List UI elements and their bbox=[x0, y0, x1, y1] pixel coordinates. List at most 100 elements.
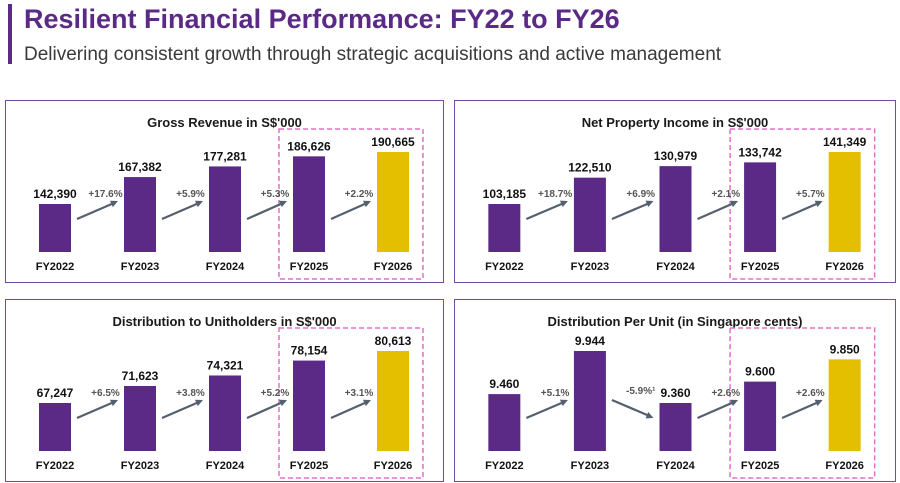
gross-revenue-panel: Gross Revenue in S$'000 142,390 FY2022 167… bbox=[5, 100, 444, 283]
bar-fy2022 bbox=[488, 204, 521, 252]
bar-fy2024 bbox=[209, 375, 241, 451]
panel-title: Net Property Income in S$'000 bbox=[581, 115, 769, 130]
growth-label: +17.6% bbox=[88, 189, 122, 200]
category-label: FY2023 bbox=[571, 261, 610, 273]
bar-fy2022 bbox=[488, 394, 521, 451]
bar-fy2025 bbox=[744, 381, 777, 451]
category-label: FY2022 bbox=[36, 261, 75, 273]
growth-arrow bbox=[76, 399, 118, 420]
growth-arrow bbox=[161, 399, 203, 420]
value-label: 74,321 bbox=[207, 358, 244, 372]
bar-fy2022 bbox=[39, 204, 71, 252]
growth-arrow bbox=[697, 399, 739, 420]
growth-arrow bbox=[330, 399, 371, 420]
value-label: 167,382 bbox=[118, 160, 162, 174]
growth-label: +6.5% bbox=[91, 388, 120, 399]
growth-label: +2.6% bbox=[711, 388, 740, 399]
growth-arrow bbox=[697, 200, 739, 221]
panel-title: Gross Revenue in S$'000 bbox=[147, 115, 302, 130]
bar-fy2023 bbox=[573, 177, 606, 252]
value-label: 9.360 bbox=[660, 386, 690, 400]
growth-arrow bbox=[611, 200, 654, 221]
growth-arrow bbox=[781, 200, 823, 221]
growth-arrow bbox=[330, 200, 371, 221]
value-label: 9.850 bbox=[830, 342, 860, 356]
category-label: FY2025 bbox=[741, 261, 780, 273]
bar-fy2025 bbox=[293, 156, 325, 252]
category-label: FY2023 bbox=[121, 261, 160, 273]
category-label: FY2026 bbox=[825, 460, 864, 472]
title-accent-bar bbox=[8, 4, 12, 64]
value-label: 80,613 bbox=[375, 334, 412, 348]
bar-fy2023 bbox=[573, 351, 606, 451]
bar-fy2026 bbox=[377, 351, 409, 451]
value-label: 142,390 bbox=[33, 187, 77, 201]
growth-arrow bbox=[246, 399, 287, 420]
value-label: 78,154 bbox=[291, 344, 328, 358]
bar-fy2025 bbox=[744, 162, 777, 252]
growth-arrow bbox=[781, 399, 823, 420]
value-label: 177,281 bbox=[203, 149, 247, 163]
value-label: 103,185 bbox=[483, 187, 527, 201]
net-property-income-panel: Net Property Income in S$'000 103,185 FY2… bbox=[454, 100, 896, 283]
bar-fy2023 bbox=[124, 385, 156, 451]
category-label: FY2022 bbox=[36, 460, 75, 472]
growth-label: +2.1% bbox=[711, 189, 740, 200]
bar-fy2024 bbox=[209, 166, 241, 252]
distribution-per-unit-chart: 9.460 FY2022 9.944 FY2023 9.360 FY2024 9.600 FY… bbox=[485, 327, 876, 479]
value-label: 122,510 bbox=[568, 161, 612, 175]
growth-label: +2.2% bbox=[345, 189, 374, 200]
panel-title: Distribution to Unitholders in S$'000 bbox=[112, 314, 337, 329]
value-label: 9.944 bbox=[575, 334, 605, 348]
growth-label: +5.7% bbox=[796, 189, 825, 200]
category-label: FY2026 bbox=[825, 261, 864, 273]
value-label: 186,626 bbox=[287, 139, 331, 153]
growth-arrow bbox=[525, 200, 568, 221]
growth-arrow bbox=[161, 200, 203, 221]
distribution-per-unit-panel: Distribution Per Unit (in Singapore cent… bbox=[454, 299, 896, 482]
panel-title: Distribution Per Unit (in Singapore cent… bbox=[547, 314, 803, 329]
bar-fy2022 bbox=[39, 403, 71, 451]
bar-fy2025 bbox=[293, 360, 325, 451]
category-label: FY2025 bbox=[741, 460, 780, 472]
value-label: 9.600 bbox=[745, 365, 775, 379]
value-label: 130,979 bbox=[654, 149, 698, 163]
value-label: 67,247 bbox=[37, 386, 74, 400]
distribution-unitholders-chart: 67,247 FY2022 71,623 FY2023 74,321 FY2024 78,1… bbox=[36, 327, 424, 479]
distribution-unitholders-panel: Distribution to Unitholders in S$'000 67… bbox=[5, 299, 444, 482]
growth-label: +5.9% bbox=[176, 189, 205, 200]
net-property-income-chart: 103,185 FY2022 122,510 FY2023 130,979 FY2024 1… bbox=[483, 128, 876, 280]
growth-arrow bbox=[525, 399, 568, 420]
category-label: FY2025 bbox=[290, 460, 329, 472]
category-label: FY2022 bbox=[485, 460, 524, 472]
page-subtitle: Delivering consistent growth through str… bbox=[24, 44, 722, 65]
page-title: Resilient Financial Performance: FY22 to… bbox=[24, 4, 620, 34]
value-label: 133,742 bbox=[738, 145, 782, 159]
growth-arrow bbox=[76, 200, 118, 221]
value-label: 71,623 bbox=[122, 369, 159, 383]
growth-label: +5.2% bbox=[261, 388, 290, 399]
category-label: FY2024 bbox=[206, 261, 245, 273]
category-label: FY2023 bbox=[571, 460, 610, 472]
category-label: FY2026 bbox=[374, 460, 413, 472]
bar-fy2024 bbox=[659, 403, 692, 451]
bar-fy2026 bbox=[828, 152, 861, 252]
growth-arrow bbox=[611, 398, 654, 419]
category-label: FY2022 bbox=[485, 261, 524, 273]
bar-fy2023 bbox=[124, 177, 156, 252]
growth-label: +3.1% bbox=[345, 388, 374, 399]
bar-fy2026 bbox=[377, 152, 409, 252]
category-label: FY2024 bbox=[206, 460, 245, 472]
growth-label: +6.9% bbox=[626, 189, 655, 200]
value-label: 190,665 bbox=[371, 135, 415, 149]
bar-fy2024 bbox=[659, 166, 692, 252]
growth-arrow bbox=[246, 200, 287, 221]
bar-fy2026 bbox=[828, 359, 861, 451]
growth-label: +3.8% bbox=[176, 388, 205, 399]
category-label: FY2026 bbox=[374, 261, 413, 273]
category-label: FY2023 bbox=[121, 460, 160, 472]
gross-revenue-chart: 142,390 FY2022 167,382 FY2023 177,281 FY2024 1… bbox=[33, 128, 424, 280]
growth-label: -5.9%¹ bbox=[626, 386, 656, 397]
category-label: FY2024 bbox=[656, 261, 695, 273]
category-label: FY2024 bbox=[656, 460, 695, 472]
